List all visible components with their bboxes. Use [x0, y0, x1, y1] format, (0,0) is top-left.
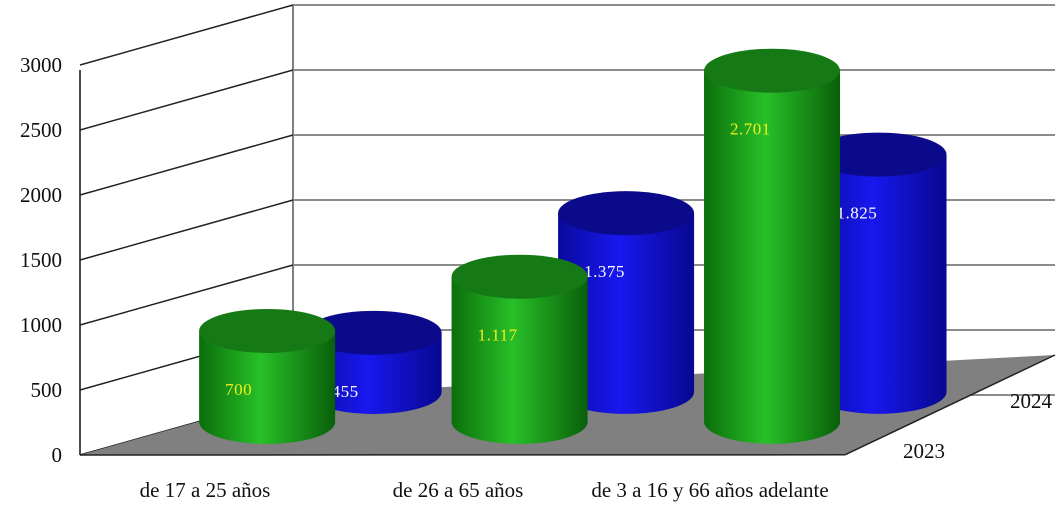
bar-2024: 455: [305, 310, 442, 414]
gridline-left: [79, 134, 294, 196]
series-label: 2023: [903, 439, 945, 463]
cylinder-body: [305, 332, 442, 414]
y-tick-label: 2500: [20, 118, 62, 142]
data-label: 1.825: [837, 204, 878, 223]
y-tick-label: 500: [31, 378, 63, 402]
bar-2023: 2.701: [704, 48, 841, 444]
cylinder-body: [558, 213, 695, 414]
data-label: 2.701: [730, 120, 771, 139]
data-label: 700: [225, 380, 252, 399]
x-axis: de 17 a 25 años de 26 a 65 años de 3 a 16 …: [140, 478, 829, 502]
data-label: 455: [332, 382, 359, 401]
y-tick-label: 2000: [20, 183, 62, 207]
gridline-left: [79, 4, 294, 66]
bar-2023: 700: [199, 308, 336, 444]
bar-2023: 1.117: [451, 254, 588, 444]
x-category-label: de 26 a 65 años: [393, 478, 524, 502]
y-tick-label: 0: [52, 443, 63, 467]
x-category-label: de 3 a 16 y 66 años adelante: [591, 478, 828, 502]
bar-2024: 1.375: [558, 191, 695, 414]
cylinder-top: [451, 254, 588, 299]
y-tick-label: 3000: [20, 53, 62, 77]
bars: 455 1.375 1.825 700 1.117 2.701: [199, 48, 947, 444]
gridline-left: [79, 69, 294, 131]
data-label: 1.117: [478, 326, 518, 345]
cylinder-body: [199, 330, 336, 444]
cylinder-top: [558, 191, 695, 236]
cylinder-top: [199, 308, 336, 353]
cylinder-body: [810, 154, 947, 414]
bar-2024: 1.825: [810, 132, 947, 414]
cylinder-top: [305, 310, 442, 355]
series-label: 2024: [1010, 389, 1053, 413]
y-tick-label: 1500: [20, 248, 62, 272]
series-depth-axis: 2023 2024: [903, 389, 1053, 463]
cylinder-body: [704, 70, 841, 444]
cylinder-top: [810, 132, 947, 177]
gridline-left: [79, 199, 294, 261]
x-category-label: de 17 a 25 años: [140, 478, 271, 502]
gridline-left: [79, 264, 294, 326]
y-axis: 0 500 1000 1500 2000 2500 3000: [20, 53, 62, 467]
y-tick-label: 1000: [20, 313, 62, 337]
data-label: 1.375: [584, 262, 625, 281]
depth-axis-line: [844, 354, 1056, 456]
cylinder-body: [451, 276, 588, 444]
cylinder-top: [704, 48, 841, 93]
